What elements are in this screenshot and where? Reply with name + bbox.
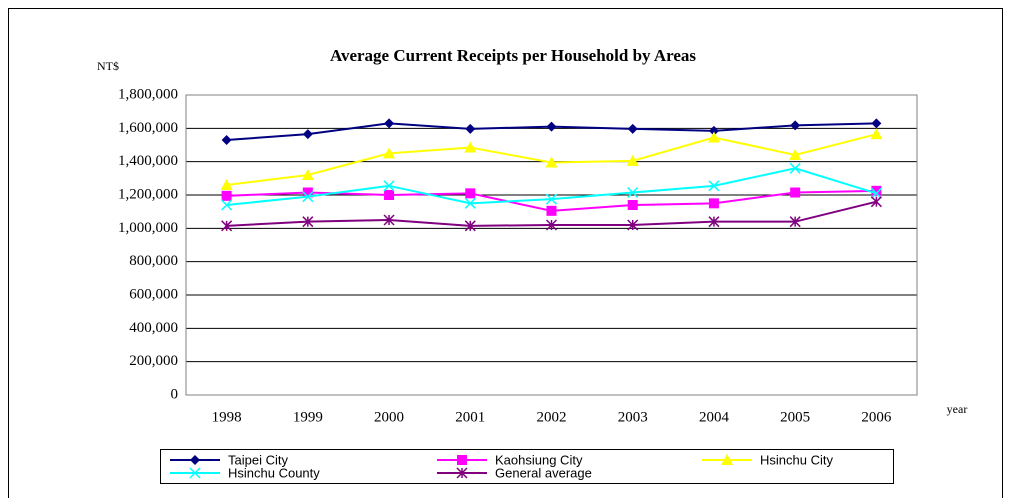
y-tick-label: 1,400,000: [118, 153, 178, 169]
y-tick-label: 400,000: [129, 320, 178, 336]
y-tick-label: 1,200,000: [118, 186, 178, 202]
marker: [546, 205, 557, 216]
legend: [160, 449, 894, 484]
marker: [708, 180, 720, 192]
marker: [721, 454, 733, 465]
marker: [301, 169, 314, 180]
x-tick-label: 2001: [455, 409, 485, 425]
marker: [790, 187, 801, 198]
y-tick-label: 600,000: [129, 286, 178, 302]
marker: [871, 185, 882, 196]
legend-label: General average: [495, 465, 592, 480]
x-tick-label: 2003: [618, 409, 648, 425]
marker: [708, 198, 719, 209]
legend-label: Hsinchu City: [760, 452, 833, 467]
y-tick-label: 1,600,000: [118, 120, 178, 136]
y-tick-label: 800,000: [129, 253, 178, 269]
x-tick-label: 1998: [212, 409, 242, 425]
marker: [545, 193, 558, 205]
marker: [707, 131, 720, 143]
x-tick-label: 2005: [780, 409, 810, 425]
marker: [627, 219, 639, 231]
y-tick-label: 1,800,000: [118, 86, 178, 102]
marker: [708, 125, 719, 136]
marker: [220, 179, 233, 190]
chart-title: Average Current Receipts per Household b…: [330, 46, 696, 65]
x-axis-label: year: [947, 402, 968, 416]
marker: [221, 190, 232, 201]
marker: [545, 219, 558, 231]
marker: [189, 467, 201, 479]
marker: [627, 186, 639, 199]
marker: [708, 216, 720, 228]
marker: [789, 216, 801, 228]
marker: [384, 190, 395, 200]
marker: [464, 220, 476, 232]
marker: [545, 156, 558, 168]
marker: [302, 129, 313, 140]
marker: [871, 118, 882, 129]
chart-border: [8, 8, 1003, 498]
marker: [190, 455, 200, 465]
marker: [302, 216, 314, 228]
legend-label: Hsinchu County: [228, 465, 320, 480]
marker: [383, 180, 395, 192]
marker: [464, 197, 476, 209]
y-tick-label: 0: [171, 386, 179, 402]
marker: [221, 135, 232, 145]
legend-label: Kaohsiung City: [495, 452, 583, 467]
legend-label: Taipei City: [228, 452, 288, 467]
marker: [465, 123, 476, 134]
x-tick-label: 1999: [293, 409, 323, 425]
plot-area: [185, 94, 918, 396]
marker: [457, 455, 467, 465]
marker: [789, 149, 802, 160]
marker: [546, 121, 557, 132]
marker: [627, 123, 638, 134]
marker: [870, 196, 882, 208]
marker: [627, 200, 638, 210]
y-tick-label: 200,000: [129, 353, 178, 369]
x-tick-label: 2000: [374, 409, 404, 425]
marker: [626, 154, 639, 166]
marker: [383, 147, 396, 159]
x-tick-label: 2004: [699, 409, 730, 425]
marker: [465, 188, 476, 199]
marker: [790, 120, 801, 131]
marker: [221, 199, 233, 211]
y-tick-label: 1,000,000: [118, 220, 178, 236]
x-tick-label: 2006: [861, 409, 892, 425]
marker: [464, 141, 477, 153]
marker: [302, 191, 314, 203]
marker: [870, 187, 882, 199]
marker: [383, 214, 395, 226]
x-tick-label: 2002: [537, 409, 567, 425]
marker: [221, 220, 233, 232]
marker: [456, 467, 468, 479]
marker: [870, 128, 883, 140]
y-axis-label: NT$: [97, 59, 119, 73]
marker: [789, 162, 801, 174]
marker: [384, 118, 395, 129]
marker: [302, 187, 313, 198]
